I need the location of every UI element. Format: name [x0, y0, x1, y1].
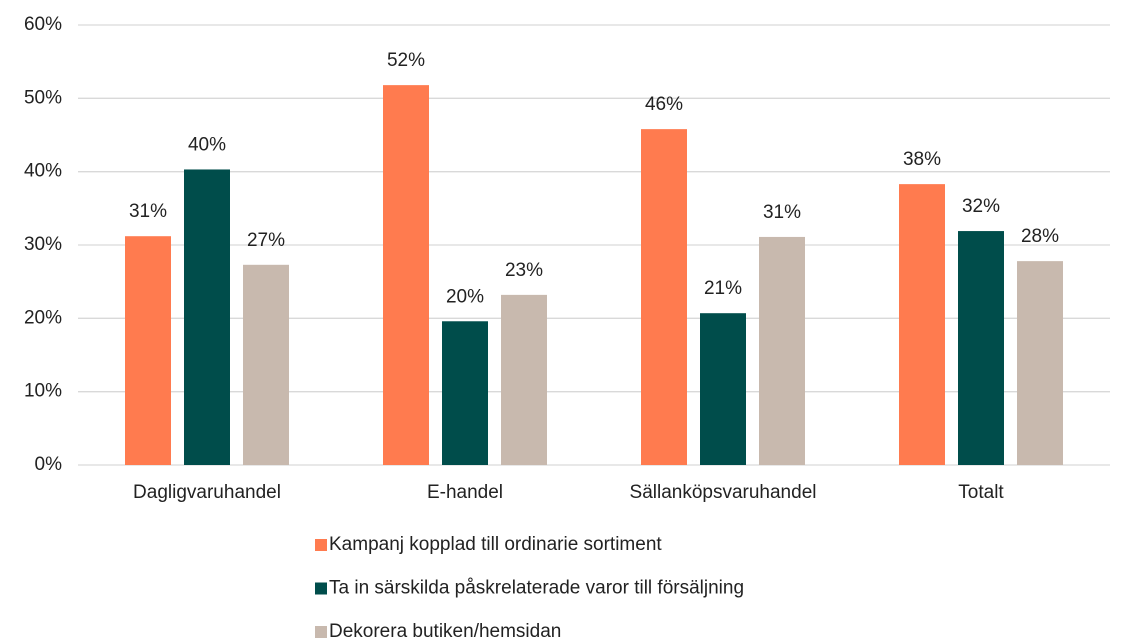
- legend-swatch: [315, 626, 327, 638]
- value-label: 28%: [1021, 226, 1059, 247]
- bar: [184, 169, 230, 465]
- legend-label: Kampanj kopplad till ordinarie sortiment: [329, 534, 662, 555]
- bar: [1017, 261, 1063, 465]
- value-label: 31%: [763, 202, 801, 223]
- legend-swatch: [315, 582, 327, 595]
- legend-label: Ta in särskilda påskrelaterade varor til…: [329, 578, 744, 599]
- value-label: 38%: [903, 149, 941, 170]
- value-label: 20%: [446, 286, 484, 307]
- value-label: 27%: [247, 230, 285, 251]
- value-label: 52%: [387, 50, 425, 71]
- value-label: 31%: [129, 201, 167, 222]
- bar: [501, 294, 547, 465]
- bar: [641, 129, 687, 465]
- value-label: 40%: [188, 134, 226, 155]
- legend-label: Dekorera butiken/hemsidan: [329, 621, 561, 639]
- bar: [958, 231, 1004, 465]
- bar: [700, 313, 746, 465]
- x-tick-label: Totalt: [958, 482, 1004, 503]
- bar: [383, 85, 429, 465]
- bar: [899, 184, 945, 465]
- y-tick-label: 0%: [35, 454, 63, 475]
- value-label: 46%: [645, 94, 683, 115]
- x-tick-label: E-handel: [427, 482, 503, 503]
- y-tick-label: 10%: [24, 381, 62, 402]
- value-label: 23%: [505, 260, 543, 281]
- y-tick-label: 60%: [24, 14, 62, 35]
- bar: [243, 264, 289, 465]
- y-tick-label: 20%: [24, 307, 62, 328]
- bar: [442, 321, 488, 465]
- bar: [125, 236, 171, 465]
- y-tick-label: 30%: [24, 234, 62, 255]
- value-label: 32%: [962, 196, 1000, 217]
- y-tick-label: 40%: [24, 161, 62, 182]
- bar: [759, 236, 805, 465]
- y-tick-label: 50%: [24, 87, 62, 108]
- x-tick-label: Sällanköpsvaruhandel: [630, 482, 817, 503]
- legend-swatch: [315, 539, 327, 551]
- x-tick-label: Dagligvaruhandel: [133, 482, 281, 503]
- value-label: 21%: [704, 278, 742, 299]
